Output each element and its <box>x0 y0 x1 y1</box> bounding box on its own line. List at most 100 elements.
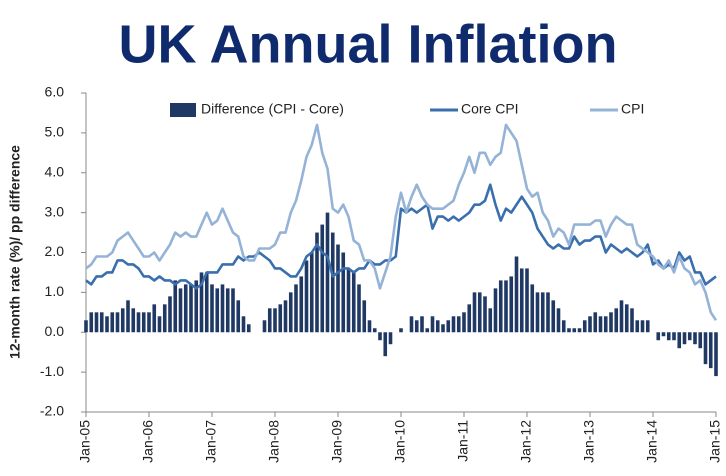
bar <box>677 332 682 349</box>
bar <box>546 292 550 333</box>
bar <box>477 292 482 333</box>
bar <box>514 256 519 333</box>
bar <box>278 304 283 333</box>
bar <box>693 332 697 345</box>
legend-label: CPI <box>621 101 644 117</box>
bar <box>236 300 241 333</box>
bar <box>341 252 346 333</box>
bar <box>304 260 309 333</box>
bar <box>535 292 540 333</box>
bar <box>598 316 603 333</box>
bar <box>262 320 267 333</box>
y-axis-label: 12-month rate (%)/ pp difference <box>7 145 23 359</box>
bar <box>588 316 592 333</box>
bar <box>105 316 109 333</box>
bar <box>593 312 598 333</box>
bar <box>173 280 178 333</box>
bar <box>378 332 382 341</box>
bar <box>136 312 141 333</box>
bar <box>231 288 235 333</box>
y-tick-label: 1.0 <box>45 283 65 299</box>
bar <box>582 320 587 333</box>
bar <box>467 304 472 333</box>
bar <box>698 332 703 349</box>
chart-title: UK Annual Inflation <box>119 14 618 74</box>
legend-label: Core CPI <box>461 101 519 117</box>
bar <box>567 328 571 333</box>
bar <box>703 332 708 365</box>
line <box>85 183 717 290</box>
bar <box>299 276 304 333</box>
bar <box>162 304 167 333</box>
bar <box>288 292 293 333</box>
bar <box>178 288 183 333</box>
bar <box>147 312 151 333</box>
bar <box>619 300 624 333</box>
bar <box>483 296 487 333</box>
x-tick-label: Jan-08 <box>266 420 282 463</box>
bar <box>152 304 157 333</box>
bar <box>204 272 209 333</box>
bar <box>388 332 393 345</box>
bar <box>131 308 136 333</box>
bar <box>110 312 115 333</box>
bar <box>462 312 466 333</box>
legend-swatch <box>170 103 196 117</box>
bar <box>409 316 414 333</box>
bar <box>351 272 356 333</box>
y-tick-label: -2.0 <box>40 403 64 419</box>
x-tick-label: Jan-12 <box>518 420 534 463</box>
bar <box>99 312 104 333</box>
bar <box>336 244 340 333</box>
bar <box>267 308 272 333</box>
bar <box>714 332 718 377</box>
bar <box>519 268 524 333</box>
bar <box>320 224 325 333</box>
bar <box>577 328 582 333</box>
bar <box>645 320 650 333</box>
bar <box>283 300 288 333</box>
bar <box>430 316 435 333</box>
x-tick-label: Jan-11 <box>455 420 471 462</box>
bar <box>551 300 556 333</box>
bar <box>215 288 220 333</box>
bar <box>89 312 94 333</box>
x-tick-label: Jan-06 <box>140 420 156 463</box>
y-tick-label: 4.0 <box>45 163 65 179</box>
y-tick-label: 0.0 <box>45 323 65 339</box>
x-tick-label: Jan-14 <box>644 420 660 463</box>
bar <box>183 284 188 333</box>
bar <box>357 284 361 333</box>
y-tick-label: 3.0 <box>45 203 65 219</box>
bar <box>141 312 146 333</box>
bar <box>273 308 277 333</box>
bar <box>325 212 330 333</box>
bar <box>425 328 430 333</box>
bar <box>294 284 298 333</box>
bar <box>630 308 634 333</box>
bar <box>446 320 451 333</box>
bar <box>488 308 493 333</box>
bar <box>189 284 193 333</box>
bar <box>157 316 162 333</box>
bar <box>346 268 351 333</box>
x-tick-label: Jan-07 <box>203 420 219 463</box>
bar <box>472 292 477 333</box>
bar <box>656 332 661 341</box>
bar <box>120 308 125 333</box>
bar <box>661 332 666 337</box>
x-tick-label: Jan-15 <box>707 420 723 463</box>
bar <box>372 328 377 333</box>
bar <box>399 328 403 333</box>
x-tick-label: Jan-10 <box>392 420 408 463</box>
x-tick-label: Jan-05 <box>77 420 93 463</box>
bar <box>241 316 246 333</box>
bar <box>194 280 199 333</box>
bar <box>383 332 388 357</box>
bar <box>708 332 713 369</box>
y-tick-label: 2.0 <box>45 243 65 259</box>
bar <box>561 320 566 333</box>
bar <box>556 308 561 333</box>
bar <box>572 328 577 333</box>
bar <box>635 320 640 333</box>
